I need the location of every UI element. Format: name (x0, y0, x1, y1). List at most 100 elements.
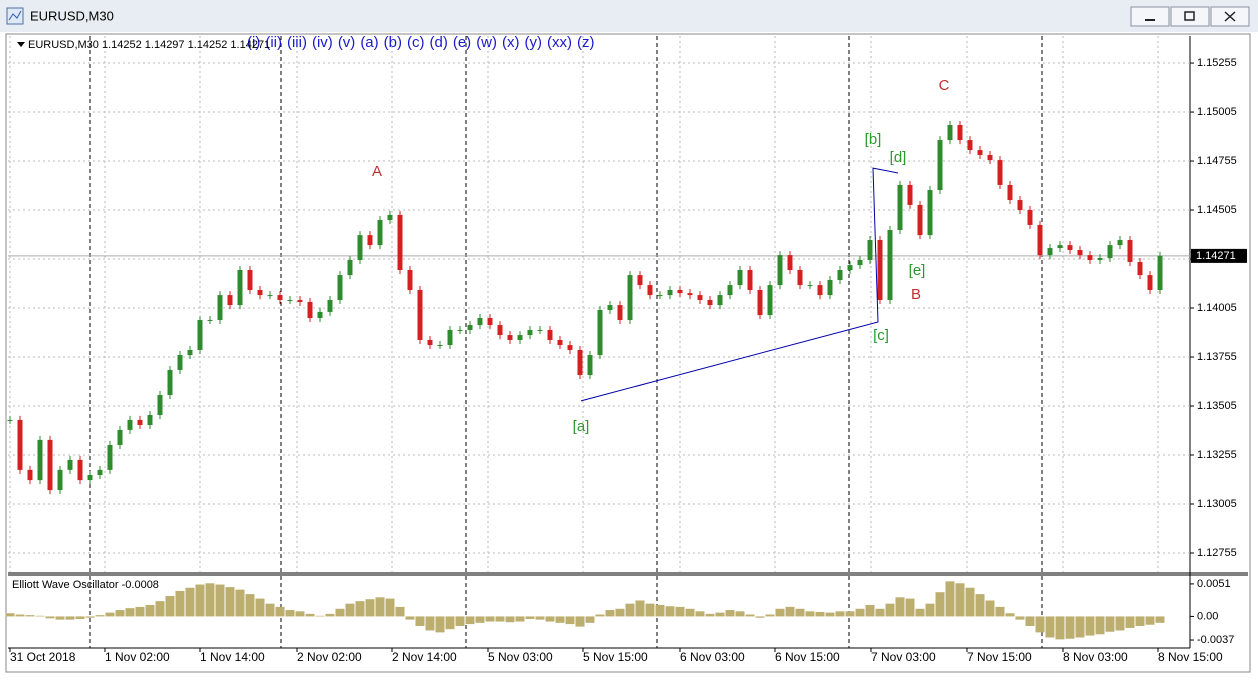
candle (647, 281, 653, 300)
chart-info: EURUSD,M30 1.14252 1.14297 1.14252 1.142… (28, 39, 270, 51)
candle (17, 415, 23, 474)
candle (617, 301, 623, 324)
oscillator-bar (465, 616, 475, 625)
oscillator-bar (65, 616, 75, 620)
oscillator-bar (675, 606, 685, 617)
oscillator-bar (775, 608, 785, 617)
wave-tool[interactable]: (xx) (547, 34, 572, 51)
oscillator-bar (545, 616, 555, 622)
wave-tool[interactable]: (z) (577, 34, 595, 51)
wave-tool[interactable]: (e) (453, 34, 471, 51)
candle-body (607, 305, 613, 310)
candle-body (1147, 275, 1153, 290)
minimize-button[interactable] (1130, 6, 1170, 27)
candle-body (187, 349, 193, 356)
candle (947, 120, 953, 145)
oscillator-bar (595, 614, 605, 617)
oscillator-bar (425, 616, 435, 631)
y-tick-label: 1.13005 (1197, 498, 1237, 510)
oscillator-bar (155, 601, 165, 617)
minimize-box[interactable] (1130, 6, 1170, 27)
candle-body (117, 429, 123, 446)
y-tick-label: 1.13255 (1197, 449, 1237, 461)
candle (1147, 271, 1153, 294)
wave-label: [d] (890, 149, 907, 166)
wave-tool[interactable]: (d) (430, 34, 448, 51)
candle (467, 321, 473, 334)
oscillator-bar (845, 611, 855, 617)
oscillator-bar (515, 616, 525, 622)
wave-tool[interactable]: (a) (360, 34, 378, 51)
oscillator-bar (995, 606, 1005, 617)
candle-body (517, 335, 523, 340)
y-tick-label: 0.0051 (1197, 578, 1231, 590)
wave-tool[interactable]: (ii) (265, 34, 282, 51)
wave-tool[interactable]: (iii) (287, 34, 307, 51)
candle (437, 341, 443, 350)
candle (767, 281, 773, 320)
wave-tool[interactable]: (v) (338, 34, 356, 51)
candle-body (1087, 255, 1093, 261)
wave-tool[interactable]: (x) (502, 34, 520, 51)
candle (807, 281, 813, 290)
candle (257, 285, 263, 300)
candle-body (527, 329, 533, 336)
oscillator-bar (415, 616, 425, 626)
candle (417, 285, 423, 344)
oscillator-bar (655, 604, 665, 617)
candle-body (347, 260, 353, 276)
candle-body (337, 275, 343, 300)
candle-body (477, 318, 483, 326)
candle (67, 455, 73, 474)
wave-tool[interactable]: (y) (525, 34, 543, 51)
oscillator-bar (925, 603, 935, 617)
candle (97, 465, 103, 479)
candle (477, 314, 483, 330)
candle-body (587, 355, 593, 376)
candle (87, 470, 93, 485)
close-button[interactable] (1210, 6, 1250, 27)
wave-tool[interactable]: (w) (476, 34, 497, 51)
oscillator-bar (445, 616, 455, 630)
symbol-menu-arrow[interactable] (17, 42, 25, 47)
oscillator-bar (575, 616, 585, 627)
wave-tool[interactable]: (b) (384, 34, 402, 51)
wave-tool[interactable]: (i) (247, 34, 260, 51)
oscillator-bar (905, 598, 915, 617)
candle-body (817, 285, 823, 296)
oscillator-bar (315, 615, 325, 617)
candle (377, 216, 383, 250)
y-tick-label: -0.0037 (1197, 634, 1234, 646)
candle-body (787, 255, 793, 270)
maximize-button[interactable] (1170, 6, 1210, 27)
candle-body (137, 419, 143, 426)
oscillator-bar (255, 598, 265, 617)
candle (267, 291, 273, 300)
candle (507, 331, 513, 344)
candle-body (97, 469, 103, 475)
candle (207, 315, 213, 324)
candle-body (377, 220, 383, 246)
oscillator-bar (345, 603, 355, 617)
candle (627, 271, 633, 324)
candle-body (57, 469, 63, 491)
oscillator-bar (475, 616, 485, 623)
candle-body (1117, 240, 1123, 246)
chart-frame (5, 33, 1251, 673)
close-glyph (1224, 11, 1236, 22)
candle-body (467, 325, 473, 330)
oscillator-bar (165, 596, 175, 617)
maximize-box[interactable] (1170, 6, 1210, 27)
wave-tool[interactable]: (iv) (312, 34, 333, 51)
oscillator-bar (795, 608, 805, 617)
candle (957, 120, 963, 145)
wave-tool[interactable]: (c) (407, 34, 425, 51)
candle-body (387, 214, 393, 221)
oscillator-bar (705, 613, 715, 617)
candle (107, 441, 113, 474)
candle (287, 295, 293, 304)
candle-body (1027, 210, 1033, 225)
candle-body (1107, 245, 1113, 259)
oscillator-bar (185, 587, 195, 617)
candle (457, 325, 463, 334)
